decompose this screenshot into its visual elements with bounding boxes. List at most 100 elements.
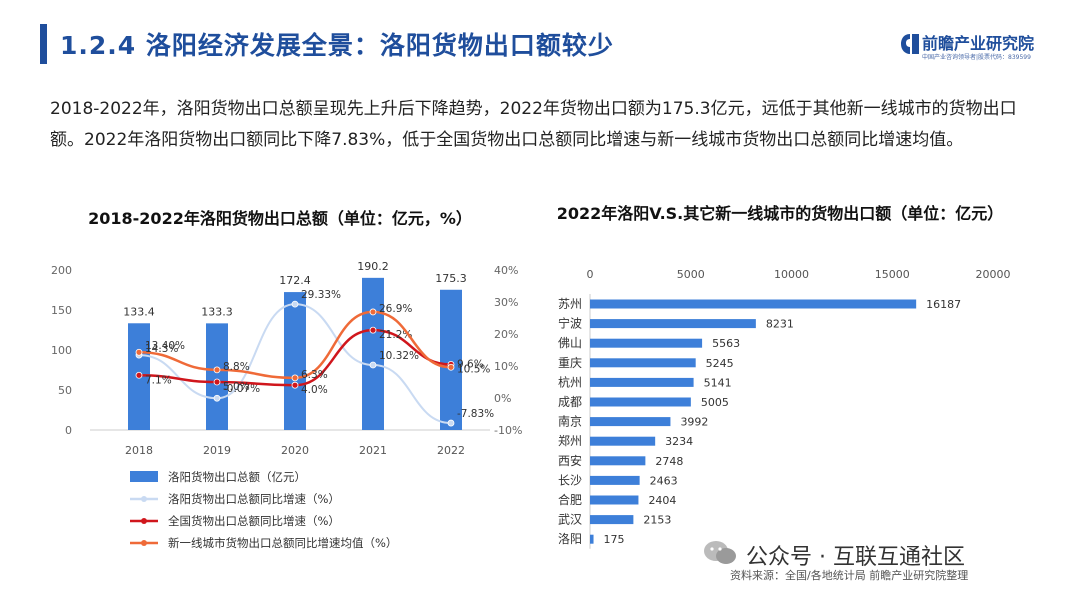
- company-logo: 前瞻产业研究院 中国产业咨询领导者|股票代码：839599: [900, 30, 1050, 66]
- line-value-label: 6.3%: [301, 369, 328, 381]
- bar-value-label: 8231: [766, 318, 794, 331]
- line-value-label: -7.83%: [457, 408, 494, 420]
- bar-value-label: 16187: [926, 298, 961, 311]
- line-point: [213, 378, 221, 386]
- bar-value-label: 133.4: [123, 305, 155, 318]
- y-axis-tick-label: 武汉: [558, 513, 582, 527]
- bar-value-label: 5245: [706, 357, 734, 370]
- line-value-label: 8.8%: [223, 361, 250, 373]
- y-axis-tick-label: 洛阳: [558, 531, 582, 546]
- line-point: [213, 394, 221, 402]
- y-axis-tick-label: 郑州: [558, 433, 582, 448]
- line-point: [291, 300, 299, 308]
- bar-export-total: [440, 289, 462, 430]
- y-axis-tick-label: 苏州: [558, 297, 582, 311]
- right-axis-tick-label: 0%: [494, 392, 511, 405]
- legend-swatch-bar: [130, 471, 158, 482]
- bar-city-export: [590, 338, 703, 348]
- title-accent-bar: [40, 24, 47, 64]
- legend-label: 洛阳货物出口总额（亿元）: [168, 470, 306, 484]
- y-axis-tick-label: 佛山: [558, 336, 582, 350]
- right-chart: 0 5000 10000 15000 20000 苏州 16187 宁波 8231 佛山 5563 重…: [558, 268, 1011, 549]
- bar-city-export: [590, 299, 917, 309]
- left-axis-tick-label: 0: [65, 424, 72, 437]
- line-value-label: 10.5%: [457, 363, 490, 375]
- line-series-2: [138, 328, 452, 387]
- y-axis-tick-label: 成都: [558, 395, 582, 409]
- logo-name: 前瞻产业研究院: [922, 34, 1035, 53]
- left-axis-tick-label: 200: [51, 264, 72, 277]
- bar-value-label: 3992: [680, 416, 708, 429]
- bar-value-label: 2404: [648, 494, 676, 507]
- bar-city-export: [590, 358, 696, 368]
- bar-city-export: [590, 534, 594, 544]
- y-axis-tick-label: 重庆: [558, 356, 582, 370]
- wechat-icon: [704, 541, 736, 564]
- x-axis-tick-label: 2018: [125, 444, 153, 457]
- line-value-label: -0.07%: [223, 383, 260, 395]
- y-axis-tick-label: 长沙: [558, 473, 582, 487]
- x-axis-tick-label: 15000: [875, 268, 910, 281]
- bar-value-label: 2748: [655, 455, 683, 468]
- legend-swatch-marker: [141, 540, 147, 546]
- x-axis-tick-label: 2022: [437, 444, 465, 457]
- bar-value-label: 3234: [665, 435, 693, 448]
- bar-city-export: [590, 515, 634, 525]
- x-axis-tick-label: 2020: [281, 444, 309, 457]
- y-axis-tick-label: 宁波: [558, 316, 582, 331]
- right-axis-tick-label: 20%: [494, 328, 518, 341]
- line-value-label: 14.3%: [145, 343, 178, 355]
- bar-city-export: [590, 319, 756, 329]
- left-axis-tick-label: 150: [51, 304, 72, 317]
- left-chart-title: 2018-2022年洛阳货物出口总额（单位：亿元，%）: [88, 209, 472, 228]
- line-value-label: 13.40%: [145, 340, 185, 352]
- line-value-label: 9.6%: [457, 358, 484, 370]
- x-axis-tick-label: 2021: [359, 444, 387, 457]
- y-axis-tick-label: 南京: [558, 414, 582, 429]
- bar-export-total: [362, 277, 384, 430]
- bar-city-export: [590, 495, 639, 505]
- wechat-account-name: 公众号 · 互联互通社区: [746, 545, 965, 570]
- bar-city-export: [590, 456, 646, 466]
- legend-label: 洛阳货物出口总额同比增速（%）: [168, 492, 340, 506]
- line-point: [291, 381, 299, 389]
- line-point: [447, 419, 455, 427]
- page-title: 1.2.4 洛阳经济发展全景：洛阳货物出口额较少: [60, 31, 614, 60]
- right-chart-title: 2022年洛阳V.S.其它新一线城市的货物出口额（单位：亿元）: [556, 204, 1004, 223]
- bar-export-total: [206, 323, 228, 430]
- left-chart: 0 50 100 150 200 -10% 0% 10% 20% 30% 40% 2018 2019 20…: [51, 260, 522, 550]
- bar-value-label: 190.2: [357, 260, 389, 273]
- right-axis-tick-label: 10%: [494, 360, 518, 373]
- x-axis-tick-label: 2019: [203, 444, 231, 457]
- bar-value-label: 2153: [643, 514, 671, 527]
- logo-icon: [901, 34, 919, 54]
- y-axis-tick-label: 西安: [558, 453, 582, 468]
- line-point: [369, 361, 377, 369]
- bar-value-label: 5005: [701, 396, 729, 409]
- bar-value-label: 172.4: [279, 274, 311, 287]
- left-axis-tick-label: 50: [58, 384, 72, 397]
- bar-value-label: 175.3: [435, 272, 467, 285]
- bar-value-label: 2463: [650, 474, 678, 487]
- line-series-3: [138, 310, 452, 380]
- line-value-label: 26.9%: [379, 303, 412, 315]
- line-point: [291, 374, 299, 382]
- legend-swatch-marker: [141, 496, 147, 502]
- line-point: [447, 363, 455, 371]
- right-axis-tick-label: -10%: [494, 424, 522, 437]
- right-axis-tick-label: 30%: [494, 296, 518, 309]
- x-axis-tick-label: 0: [587, 268, 594, 281]
- bar-value-label: 133.3: [201, 305, 233, 318]
- x-axis-tick-label: 20000: [976, 268, 1011, 281]
- bar-city-export: [590, 417, 671, 427]
- bar-city-export: [590, 436, 656, 446]
- line-value-label: 21.2%: [379, 329, 412, 341]
- line-value-label: 7.1%: [145, 374, 172, 386]
- logo-subtitle: 中国产业咨询领导者|股票代码：839599: [922, 54, 1031, 61]
- bar-city-export: [590, 397, 691, 407]
- line-value-label: 5.0%: [223, 381, 250, 393]
- line-point: [213, 366, 221, 374]
- line-value-label: 10.32%: [379, 350, 419, 362]
- x-axis-tick-label: 5000: [677, 268, 705, 281]
- line-point: [369, 308, 377, 316]
